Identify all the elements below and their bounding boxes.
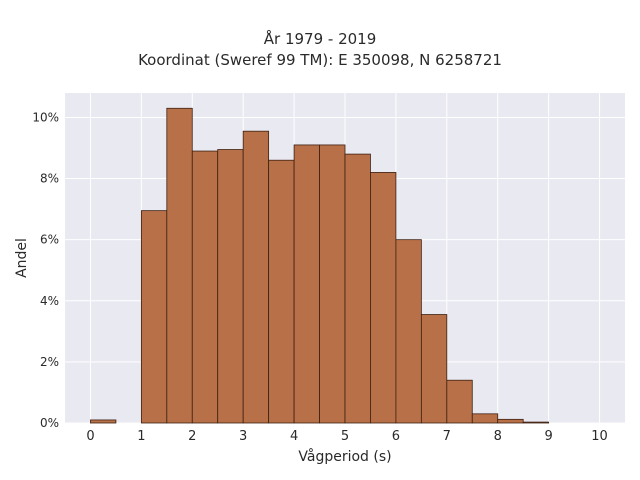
- y-tick-label: 4%: [40, 294, 59, 308]
- y-axis-label: Andel: [14, 238, 30, 278]
- histogram-bar: [319, 144, 346, 424]
- x-tick-label: 2: [188, 429, 196, 444]
- x-tick-label: 7: [443, 429, 451, 444]
- x-tick-labels: 0 1 2 3 4 5 6 7 8 9 10: [86, 429, 608, 444]
- x-tick-label: 1: [137, 429, 145, 444]
- histogram-bar: [90, 419, 117, 424]
- y-tick-label: 8%: [40, 172, 59, 186]
- y-tick-label: 10%: [32, 110, 59, 124]
- histogram-bar: [420, 314, 448, 424]
- histogram-bar: [446, 379, 473, 424]
- y-tick-label: 0%: [40, 416, 59, 430]
- y-tick-label: 6%: [40, 233, 59, 247]
- histogram-bar: [522, 421, 550, 424]
- chart-title-line-2: Koordinat (Sweref 99 TM): E 350098, N 62…: [138, 51, 502, 69]
- x-tick-label: 4: [290, 429, 298, 444]
- x-tick-label: 9: [544, 429, 552, 444]
- x-tick-label: 3: [239, 429, 247, 444]
- y-tick-labels: 0% 2% 4% 6% 8% 10%: [32, 110, 59, 430]
- histogram-bar: [497, 418, 524, 424]
- x-tick-label: 5: [341, 429, 349, 444]
- histogram-bar: [191, 150, 219, 424]
- histogram-bar: [268, 159, 295, 424]
- x-tick-label: 0: [86, 429, 94, 444]
- histogram-bar: [166, 107, 193, 424]
- x-tick-label: 6: [392, 429, 400, 444]
- histogram-bar: [395, 239, 422, 424]
- y-tick-label: 2%: [40, 355, 59, 369]
- histogram-bars: [90, 107, 550, 424]
- chart-title-line-1: År 1979 - 2019: [263, 30, 377, 48]
- histogram-bar: [217, 149, 244, 424]
- x-tick-label: 8: [494, 429, 502, 444]
- histogram-bar: [293, 144, 320, 424]
- histogram-bar: [471, 413, 499, 424]
- histogram-bar: [140, 210, 168, 424]
- histogram-bar: [370, 172, 397, 424]
- histogram-bar: [242, 130, 270, 424]
- histogram-bar: [344, 153, 371, 424]
- x-tick-label: 10: [591, 429, 608, 444]
- x-axis-label: Vågperiod (s): [298, 448, 391, 465]
